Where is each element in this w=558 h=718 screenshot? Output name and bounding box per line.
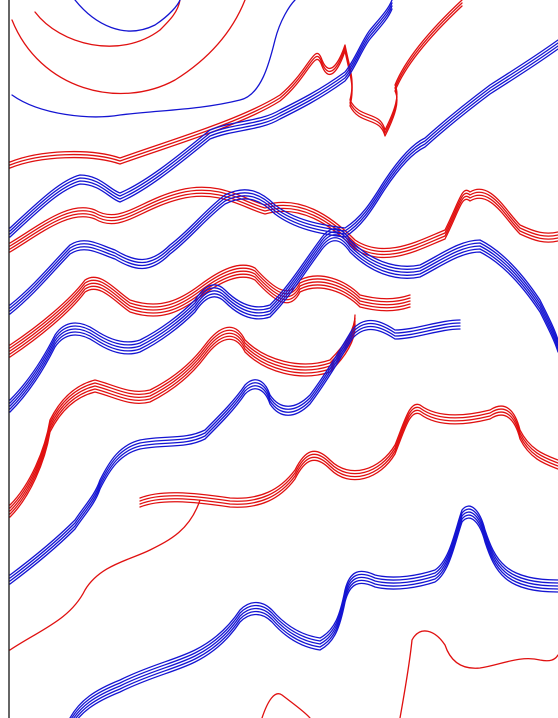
red-contour-band-3-line-2 <box>9 267 411 349</box>
red-contour-band-1-line-2 <box>9 2 463 166</box>
red-contour-band-4-line-2 <box>9 317 356 509</box>
red-contour-top-outer <box>11 0 246 94</box>
blue-contour-band-4-line-2 <box>9 231 558 404</box>
blue-contour-top-arc <box>74 0 181 32</box>
blue-contour-band-6-line-3 <box>72 511 558 718</box>
blue-contour-band-3-line-1 <box>9 39 558 306</box>
red-contour-band-3-line-3 <box>9 270 411 352</box>
red-contour-top-arc <box>34 0 181 47</box>
red-contour-band-4-line-5 <box>9 326 356 518</box>
red-contour-band-5-line-2 <box>139 406 558 502</box>
blue-contour-band-2-line-2 <box>9 2 393 232</box>
red-contour-band-3-line-4 <box>9 273 411 355</box>
blue-contour-band-6-line-5 <box>77 517 558 718</box>
red-contour-band-5-line-1 <box>139 403 558 499</box>
blue-contour-band-3-line-2 <box>9 42 558 309</box>
blue-contour-band-1 <box>11 0 296 118</box>
red-contour-band-5-line-4 <box>139 412 558 508</box>
red-contour-band-1-line-3 <box>9 5 463 169</box>
red-contour-band-4-line-3 <box>9 320 356 512</box>
contour-curves <box>9 0 558 718</box>
blue-contour-band-5-line-2 <box>9 322 461 579</box>
red-contour-band-4-line-4 <box>9 323 356 515</box>
blue-contour-band-6-line-2 <box>71 508 558 718</box>
blue-contour-band-5-line-3 <box>9 325 461 582</box>
red-contour-band-3-line-5 <box>9 276 411 358</box>
red-contour-lower-long <box>9 499 201 651</box>
blue-contour-band-3-line-4 <box>9 48 558 315</box>
blue-contour-band-6-line-1 <box>69 505 558 718</box>
blue-contour-band-2-line-4 <box>9 8 393 238</box>
red-contour-band-3-line-1 <box>9 264 411 346</box>
blue-contour-band-2-line-3 <box>9 5 393 235</box>
red-contour-bottom-loop <box>261 693 311 718</box>
red-contour-band-2-line-1 <box>9 186 558 250</box>
blue-contour-band-5-line-1 <box>9 319 461 576</box>
blue-contour-band-4-line-3 <box>9 234 558 407</box>
blue-contour-band-4-line-4 <box>9 237 558 410</box>
blue-contour-band-4-line-1 <box>9 228 558 401</box>
red-contour-band-4-line-1 <box>9 314 356 506</box>
blue-contour-band-4-line-5 <box>9 240 558 413</box>
blue-contour-band-6-line-4 <box>75 514 558 718</box>
blue-contour-band-5-line-4 <box>9 328 461 585</box>
red-contour-band-1-line-1 <box>9 0 463 163</box>
blue-contour-band-2-line-1 <box>9 0 393 229</box>
blue-contour-band-3-line-3 <box>9 45 558 312</box>
red-contour-bottom-right <box>399 630 558 718</box>
red-contour-band-5-line-3 <box>139 409 558 505</box>
